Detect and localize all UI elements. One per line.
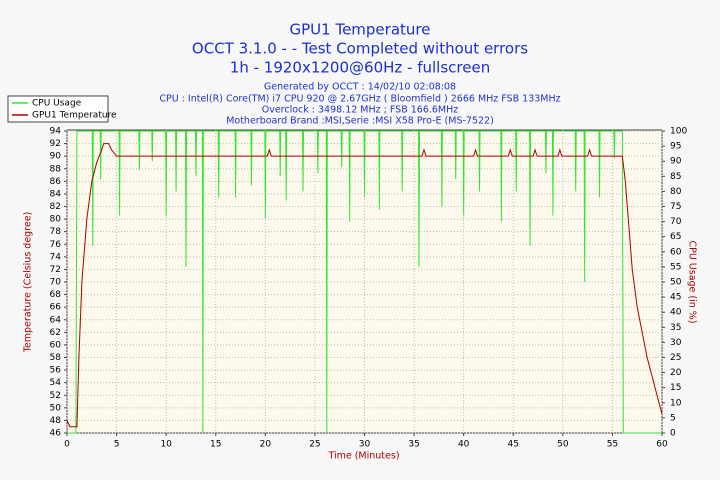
x-tick-label: 25 <box>309 440 320 450</box>
y-tick-label: 64 <box>50 315 62 325</box>
y-tick-label: 86 <box>50 177 62 187</box>
y-tick-label: 94 <box>50 127 62 137</box>
y-tick-label: 82 <box>50 202 61 212</box>
y2-tick-label: 15 <box>670 383 681 393</box>
y2-axis-label: CPU Usage (in %) <box>687 240 698 323</box>
y2-tick-label: 0 <box>670 429 676 439</box>
y-tick-label: 58 <box>50 353 62 363</box>
x-tick-label: 10 <box>160 440 172 450</box>
y-tick-label: 90 <box>50 152 62 162</box>
y-tick-label: 70 <box>50 278 62 288</box>
y2-tick-label: 80 <box>670 187 682 197</box>
y2-tick-label: 10 <box>670 398 682 408</box>
y-tick-label: 68 <box>50 290 62 300</box>
x-tick-label: 5 <box>114 440 120 450</box>
y2-tick-label: 40 <box>670 308 682 318</box>
subtitle: 1h - 1920x1200@60Hz - fullscreen <box>230 59 490 77</box>
y-tick-label: 60 <box>50 340 62 350</box>
y-axis-label: Temperature (Celsius degree) <box>23 212 34 354</box>
y-tick-label: 88 <box>50 164 62 174</box>
y-tick-label: 46 <box>50 429 62 439</box>
y2-tick-label: 55 <box>670 262 681 272</box>
legend-label: CPU Usage <box>32 99 82 109</box>
series-line <box>67 130 662 434</box>
y-tick-label: 74 <box>50 252 62 262</box>
y-tick-label: 80 <box>50 215 62 225</box>
x-tick-label: 40 <box>458 440 470 450</box>
x-tick-label: 35 <box>408 440 419 450</box>
x-tick-label: 20 <box>260 440 272 450</box>
y2-tick-label: 65 <box>670 232 681 242</box>
y2-tick-label: 5 <box>670 413 676 423</box>
y2-tick-label: 75 <box>670 202 681 212</box>
x-tick-label: 50 <box>557 440 569 450</box>
x-tick-label: 55 <box>607 440 618 450</box>
x-axis-label: Time (Minutes) <box>327 451 399 462</box>
x-tick-label: 15 <box>210 440 221 450</box>
y-tick-label: 78 <box>50 227 62 237</box>
info-line: CPU : Intel(R) Core(TM) i7 CPU 920 @ 2.6… <box>159 94 560 105</box>
chart-title: GPU1 Temperature <box>290 21 431 39</box>
info-line: Overclock : 3498.12 MHz ; FSB 166.6MHz <box>262 105 459 116</box>
y-tick-label: 66 <box>50 303 62 313</box>
y-tick-label: 72 <box>50 265 61 275</box>
y-tick-label: 54 <box>50 378 62 388</box>
subtitle: OCCT 3.1.0 - - Test Completed without er… <box>192 40 528 58</box>
y2-tick-label: 95 <box>670 142 681 152</box>
y2-tick-label: 100 <box>670 127 687 137</box>
info-line: Motherboard Brand :MSI,Serie :MSI X58 Pr… <box>226 116 494 127</box>
y2-tick-label: 85 <box>670 172 681 182</box>
y2-tick-label: 50 <box>670 278 682 288</box>
y2-tick-label: 90 <box>670 157 682 167</box>
y-tick-label: 84 <box>50 189 62 199</box>
y-tick-label: 92 <box>50 139 61 149</box>
y2-tick-label: 25 <box>670 353 681 363</box>
x-tick-label: 30 <box>359 440 371 450</box>
x-tick-label: 60 <box>656 440 668 450</box>
y-tick-label: 50 <box>50 403 62 413</box>
y2-tick-label: 60 <box>670 247 682 257</box>
legend-label: GPU1 Temperature <box>32 111 117 121</box>
y2-tick-label: 45 <box>670 293 681 303</box>
x-tick-label: 45 <box>508 440 519 450</box>
y-tick-label: 52 <box>50 391 61 401</box>
y-tick-label: 76 <box>50 240 62 250</box>
y-tick-label: 62 <box>50 328 61 338</box>
y-tick-label: 48 <box>50 416 62 426</box>
legend-box <box>7 95 109 123</box>
x-tick-label: 0 <box>64 440 70 450</box>
y2-tick-label: 35 <box>670 323 681 333</box>
info-line: Generated by OCCT : 14/02/10 02:08:08 <box>264 82 456 93</box>
y2-tick-label: 70 <box>670 217 682 227</box>
y2-tick-label: 30 <box>670 338 682 348</box>
y-tick-label: 56 <box>50 366 62 376</box>
series-line <box>66 143 663 428</box>
y2-tick-label: 20 <box>670 368 682 378</box>
